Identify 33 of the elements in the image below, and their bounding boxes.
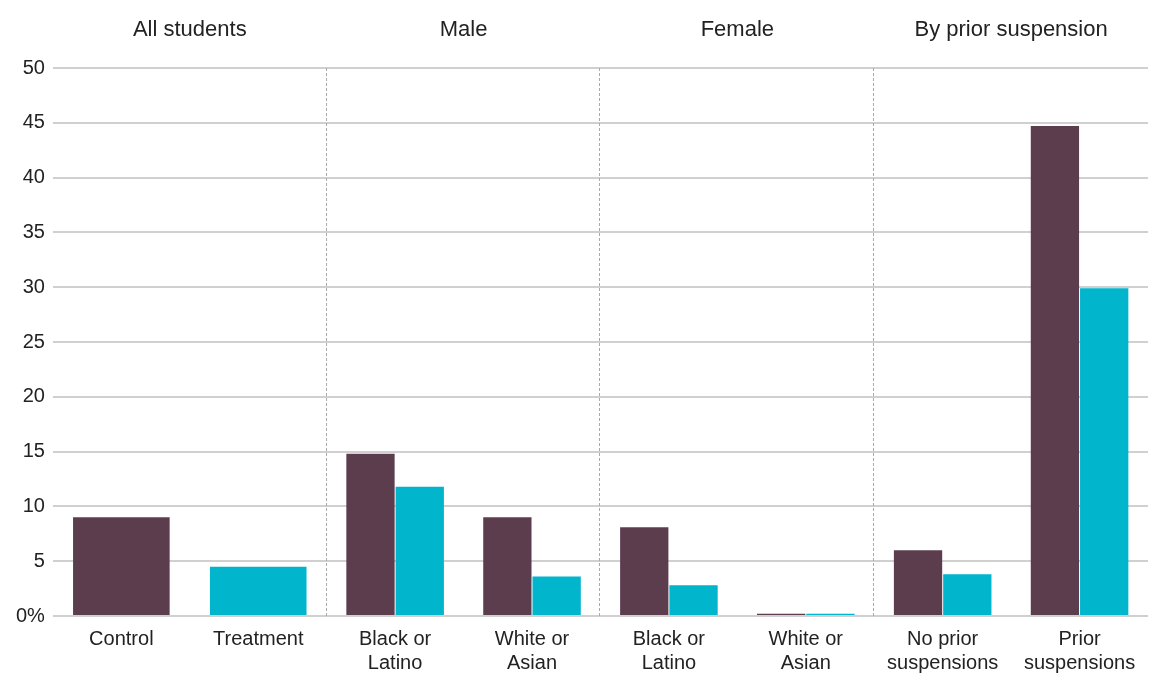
- x-tick-label: Treatment: [213, 626, 304, 649]
- text: Female: [700, 16, 775, 42]
- x-tick-label: Black or Latino: [632, 626, 706, 673]
- x-tick-label: Prior suspensions: [1023, 626, 1136, 673]
- bar: [893, 550, 943, 615]
- y-tick-label: 10: [22, 493, 45, 516]
- y-tick-label: 30: [22, 274, 45, 297]
- bar: [620, 527, 669, 615]
- x-tick-label: White or Asian: [494, 626, 570, 673]
- y-tick-label: 15: [22, 439, 45, 462]
- y-tick-label: 20: [22, 384, 45, 407]
- text: All students: [132, 16, 247, 42]
- y-tick-label: 25: [22, 329, 45, 352]
- y-tick-label: 40: [22, 165, 45, 188]
- y-tick-label: 50: [22, 55, 45, 78]
- bar: [1030, 126, 1080, 615]
- x-tick-label: White or Asian: [768, 626, 844, 673]
- y-tick-label: 0%: [16, 603, 46, 626]
- bar: [483, 517, 532, 615]
- bar: [669, 585, 718, 615]
- x-tick-label: Control: [89, 626, 154, 649]
- y-tick-label: 5: [33, 548, 45, 571]
- bar: [532, 576, 581, 615]
- x-tick-label: No prior suspensions: [887, 626, 999, 673]
- bar: [1080, 288, 1129, 615]
- y-tick-label: 45: [22, 110, 45, 133]
- x-tick-label: Black or Latino: [359, 626, 432, 673]
- bar: [943, 574, 992, 615]
- text: Male: [439, 16, 488, 42]
- y-tick-label: 35: [22, 219, 45, 242]
- bar: [346, 453, 395, 615]
- text: By prior suspension: [914, 16, 1108, 42]
- bar: [395, 486, 444, 615]
